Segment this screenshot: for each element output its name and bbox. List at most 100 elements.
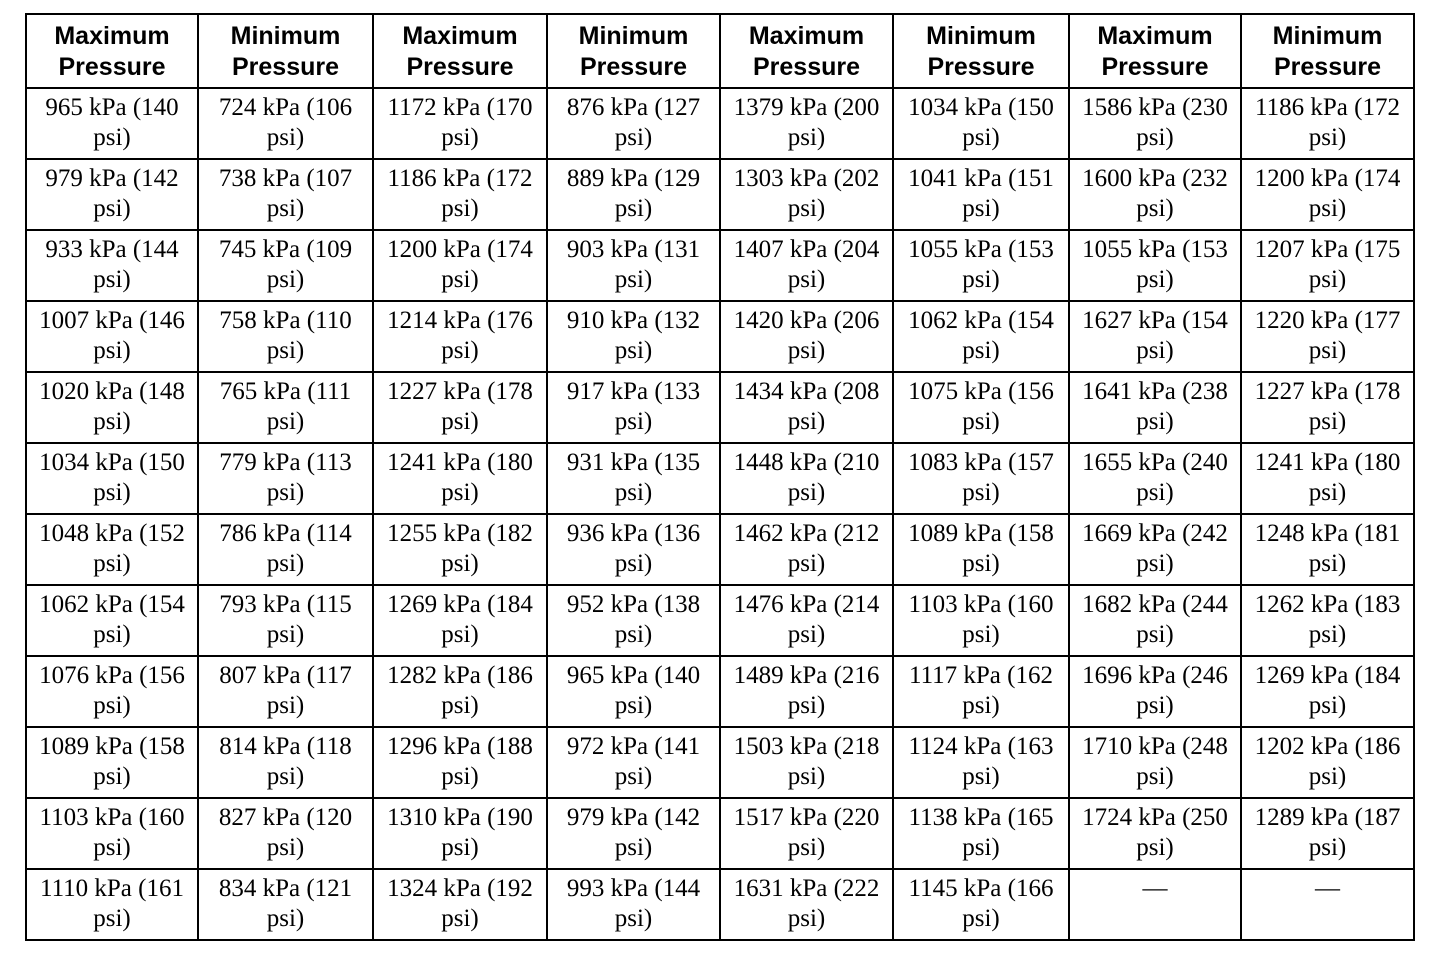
table-row: 1103 kPa (160 psi) 827 kPa (120 psi) 1310 … [25, 797, 1415, 870]
table-cell: 1641 kPa (238 psi) [1068, 371, 1242, 444]
table-cell: 876 kPa (127 psi) [546, 87, 721, 160]
table-cell: 1269 kPa (184 psi) [372, 584, 548, 657]
table-cell: — [1240, 868, 1415, 941]
table-cell: 786 kPa (114 psi) [197, 513, 374, 586]
table-body: 965 kPa (140 psi) 724 kPa (106 psi) 1172 k… [25, 87, 1415, 941]
table-cell: 1089 kPa (158 psi) [892, 513, 1070, 586]
table-cell: 1214 kPa (176 psi) [372, 300, 548, 373]
table-cell: 1241 kPa (180 psi) [1240, 442, 1415, 515]
table-cell: 1138 kPa (165 psi) [892, 797, 1070, 870]
table-cell: 1489 kPa (216 psi) [719, 655, 894, 728]
table-head: Maximum Pressure Minimum Pressure Maximum … [25, 13, 1415, 89]
table-cell: 1631 kPa (222 psi) [719, 868, 894, 941]
table-cell: 1055 kPa (153 psi) [1068, 229, 1242, 302]
table-cell: 1462 kPa (212 psi) [719, 513, 894, 586]
header-row: Maximum Pressure Minimum Pressure Maximum … [25, 13, 1415, 89]
column-header: Minimum Pressure [1240, 13, 1415, 89]
table-cell: 765 kPa (111 psi) [197, 371, 374, 444]
table-cell: 1586 kPa (230 psi) [1068, 87, 1242, 160]
column-header: Maximum Pressure [1068, 13, 1242, 89]
table-cell: 1517 kPa (220 psi) [719, 797, 894, 870]
table-row: 979 kPa (142 psi) 738 kPa (107 psi) 1186 k… [25, 158, 1415, 231]
table-cell: 1669 kPa (242 psi) [1068, 513, 1242, 586]
table-cell: 1103 kPa (160 psi) [25, 797, 199, 870]
table-cell: 1110 kPa (161 psi) [25, 868, 199, 941]
table-cell: 1248 kPa (181 psi) [1240, 513, 1415, 586]
table-cell: 1200 kPa (174 psi) [372, 229, 548, 302]
table-cell: 1379 kPa (200 psi) [719, 87, 894, 160]
table-row: 1089 kPa (158 psi) 814 kPa (118 psi) 1296 … [25, 726, 1415, 799]
table-cell: 1034 kPa (150 psi) [25, 442, 199, 515]
table-row: 933 kPa (144 psi) 745 kPa (109 psi) 1200 k… [25, 229, 1415, 302]
table-cell: 793 kPa (115 psi) [197, 584, 374, 657]
table-cell: 1227 kPa (178 psi) [372, 371, 548, 444]
table-cell: 1310 kPa (190 psi) [372, 797, 548, 870]
table-cell: 1227 kPa (178 psi) [1240, 371, 1415, 444]
table-cell: 1117 kPa (162 psi) [892, 655, 1070, 728]
table-cell: 1034 kPa (150 psi) [892, 87, 1070, 160]
table-cell: 1407 kPa (204 psi) [719, 229, 894, 302]
table-cell: 1448 kPa (210 psi) [719, 442, 894, 515]
table-cell: 1075 kPa (156 psi) [892, 371, 1070, 444]
column-header: Minimum Pressure [892, 13, 1070, 89]
table-cell: 1207 kPa (175 psi) [1240, 229, 1415, 302]
table-cell: 1124 kPa (163 psi) [892, 726, 1070, 799]
table-row: 1110 kPa (161 psi) 834 kPa (121 psi) 1324 … [25, 868, 1415, 941]
table-cell: 1434 kPa (208 psi) [719, 371, 894, 444]
table-cell: 889 kPa (129 psi) [546, 158, 721, 231]
table-cell: 1262 kPa (183 psi) [1240, 584, 1415, 657]
table-cell: 1503 kPa (218 psi) [719, 726, 894, 799]
table-cell: 1303 kPa (202 psi) [719, 158, 894, 231]
table-cell: 917 kPa (133 psi) [546, 371, 721, 444]
table-cell: 993 kPa (144 psi) [546, 868, 721, 941]
column-header: Maximum Pressure [25, 13, 199, 89]
table-cell: 1220 kPa (177 psi) [1240, 300, 1415, 373]
table-cell: 1420 kPa (206 psi) [719, 300, 894, 373]
table-cell: 1076 kPa (156 psi) [25, 655, 199, 728]
table-cell: 1255 kPa (182 psi) [372, 513, 548, 586]
table-cell: 724 kPa (106 psi) [197, 87, 374, 160]
column-header: Maximum Pressure [719, 13, 894, 89]
table-cell: 1710 kPa (248 psi) [1068, 726, 1242, 799]
table-cell: 1682 kPa (244 psi) [1068, 584, 1242, 657]
table-row: 1007 kPa (146 psi) 758 kPa (110 psi) 1214 … [25, 300, 1415, 373]
table-cell: 758 kPa (110 psi) [197, 300, 374, 373]
table-cell: 1041 kPa (151 psi) [892, 158, 1070, 231]
table-row: 965 kPa (140 psi) 724 kPa (106 psi) 1172 k… [25, 87, 1415, 160]
column-header: Maximum Pressure [372, 13, 548, 89]
table-cell: 952 kPa (138 psi) [546, 584, 721, 657]
table-cell: 1103 kPa (160 psi) [892, 584, 1070, 657]
table-cell: 827 kPa (120 psi) [197, 797, 374, 870]
column-header: Minimum Pressure [546, 13, 721, 89]
table-cell: 1241 kPa (180 psi) [372, 442, 548, 515]
table-cell: 807 kPa (117 psi) [197, 655, 374, 728]
table-cell: 779 kPa (113 psi) [197, 442, 374, 515]
table-cell: 936 kPa (136 psi) [546, 513, 721, 586]
table-cell: 1202 kPa (186 psi) [1240, 726, 1415, 799]
table-cell: 1020 kPa (148 psi) [25, 371, 199, 444]
table-cell: 1083 kPa (157 psi) [892, 442, 1070, 515]
table-cell: 933 kPa (144 psi) [25, 229, 199, 302]
table-cell: 1048 kPa (152 psi) [25, 513, 199, 586]
table-cell: — [1068, 868, 1242, 941]
table-cell: 979 kPa (142 psi) [25, 158, 199, 231]
column-header: Minimum Pressure [197, 13, 374, 89]
table-row: 1048 kPa (152 psi) 786 kPa (114 psi) 1255 … [25, 513, 1415, 586]
table-cell: 910 kPa (132 psi) [546, 300, 721, 373]
table-row: 1076 kPa (156 psi) 807 kPa (117 psi) 1282 … [25, 655, 1415, 728]
table-container: Maximum Pressure Minimum Pressure Maximum … [25, 13, 1415, 941]
table-cell: 814 kPa (118 psi) [197, 726, 374, 799]
table-cell: 1062 kPa (154 psi) [25, 584, 199, 657]
table-cell: 1186 kPa (172 psi) [1240, 87, 1415, 160]
table-cell: 1655 kPa (240 psi) [1068, 442, 1242, 515]
table-cell: 1269 kPa (184 psi) [1240, 655, 1415, 728]
table-cell: 1200 kPa (174 psi) [1240, 158, 1415, 231]
table-cell: 1089 kPa (158 psi) [25, 726, 199, 799]
table-cell: 1062 kPa (154 psi) [892, 300, 1070, 373]
table-cell: 1600 kPa (232 psi) [1068, 158, 1242, 231]
table-cell: 965 kPa (140 psi) [25, 87, 199, 160]
table-row: 1034 kPa (150 psi) 779 kPa (113 psi) 1241 … [25, 442, 1415, 515]
table-cell: 1186 kPa (172 psi) [372, 158, 548, 231]
table-row: 1020 kPa (148 psi) 765 kPa (111 psi) 1227 … [25, 371, 1415, 444]
table-cell: 965 kPa (140 psi) [546, 655, 721, 728]
